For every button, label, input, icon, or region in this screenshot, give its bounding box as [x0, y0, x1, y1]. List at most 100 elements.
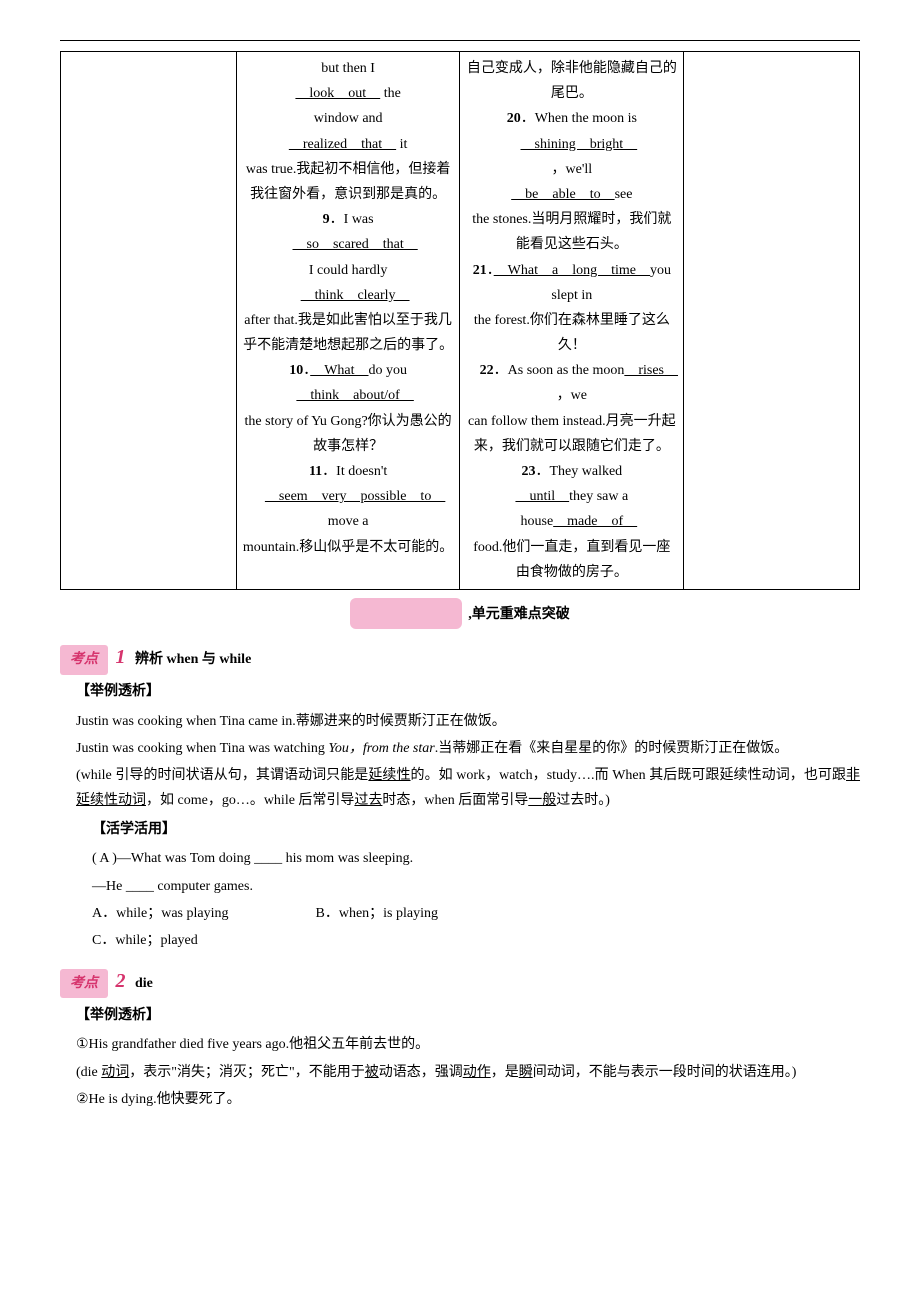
text: 过去时。): [556, 793, 610, 808]
question-text: —He ____ computer games.: [92, 874, 860, 899]
kaodian-1-header: 考点 1 辨析 when 与 while: [60, 639, 860, 675]
text: they saw a: [569, 489, 628, 504]
text: move a: [328, 514, 369, 529]
blank: until: [515, 489, 569, 504]
page-root: but then I look out the window and reali…: [0, 0, 920, 1154]
text: mountain.移山似乎是不太可能的。: [243, 540, 453, 555]
option-row: A．while；was playing B．when；is playing: [92, 901, 860, 926]
text: 时态，when 后面常引导: [382, 793, 528, 808]
text: Justin was cooking when Tina was watchin…: [76, 741, 328, 756]
section-heading: 【举例透析】: [76, 679, 860, 704]
kaodian-2-header: 考点 2 die: [60, 963, 860, 999]
text: do you: [369, 363, 408, 378]
underline: 动作: [463, 1065, 491, 1080]
blank: look out: [295, 86, 380, 101]
underline: 一般: [528, 793, 556, 808]
text: ．I was: [330, 212, 374, 227]
item-number: 23: [521, 464, 535, 479]
banner-label: ,单元重难点突破: [468, 602, 570, 627]
top-divider: [60, 40, 860, 41]
text: the story of Yu Gong?你认为愚公的故事怎样？: [245, 414, 452, 454]
cell-col1: [61, 52, 237, 590]
question-text: ( A )—What was Tom doing ____ his mom wa…: [92, 846, 860, 871]
text: the forest.你们在森林里睡了这么久！: [474, 313, 670, 353]
italic-text: You，from the star: [328, 741, 434, 756]
item-number: 20: [507, 111, 521, 126]
item-number: 21: [473, 263, 487, 278]
kaodian-title: die: [135, 976, 153, 991]
item-number: 9: [323, 212, 330, 227]
text: food.他们一直走，直到看见一座由食物做的房子。: [473, 540, 670, 580]
item-number: 22: [480, 363, 494, 378]
text: I could hardly: [309, 263, 388, 278]
underline: 瞬: [519, 1065, 533, 1080]
kaodian-title: 辨析 when 与 while: [135, 652, 251, 667]
kaodian-badge: 考点: [60, 645, 108, 674]
text: .当蒂娜正在看《来自星星的你》的时候贾斯汀正在做饭。: [435, 741, 789, 756]
text: 动语态，强调: [379, 1065, 463, 1080]
kaodian-badge: 考点: [60, 969, 108, 998]
text: it: [400, 137, 408, 152]
text: after that.我是如此害怕以至于我几乎不能清楚地想起那之后的事了。: [243, 313, 453, 353]
text: 的。如 work，watch，study….而 When 其后既可跟延续性动词，…: [411, 768, 846, 783]
text: was true.我起初不相信他，但接着我往窗外看，意识到那是真的。: [246, 162, 451, 202]
text: ，we'll: [552, 162, 593, 177]
content-table: but then I look out the window and reali…: [60, 51, 860, 590]
underline: 过去: [354, 793, 382, 808]
blank: think clearly: [301, 288, 410, 303]
cell-col2: but then I look out the window and reali…: [236, 52, 460, 590]
explanation-text: (die 动词，表示"消失；消灭；死亡"，不能用于被动语态，强调动作，是瞬间动词…: [76, 1060, 860, 1085]
blank: What: [310, 363, 368, 378]
blank: realized that: [289, 137, 396, 152]
text: (while 引导的时间状语从句，其谓语动词只能是: [76, 768, 368, 783]
item-number: 11: [309, 464, 322, 479]
cell-col3: 自己变成人，除非他能隐藏自己的尾巴。 20．When the moon is s…: [460, 52, 684, 590]
text: ．They walked: [535, 464, 622, 479]
example-text: Justin was cooking when Tina came in.蒂娜进…: [76, 709, 860, 734]
option-c: C．while；played: [92, 928, 860, 953]
section-heading: 【活学活用】: [92, 817, 860, 842]
section-heading: 【举例透析】: [76, 1003, 860, 1028]
example-text: ②He is dying.他快要死了。: [76, 1087, 860, 1112]
blank: seem very possible to: [265, 489, 445, 504]
blank: What a long time: [494, 263, 650, 278]
blank: so scared that: [293, 237, 418, 252]
text: ，如 come，go…。while 后常引导: [146, 793, 354, 808]
item-number: 10: [289, 363, 303, 378]
kaodian-number: 2: [116, 963, 126, 999]
text: 自己变成人，除非他能隐藏自己的尾巴。: [467, 61, 677, 101]
explanation-text: (while 引导的时间状语从句，其谓语动词只能是延续性的。如 work，wat…: [76, 763, 860, 813]
banner-pill: [350, 598, 462, 629]
underline: 动词: [101, 1065, 129, 1080]
banner-row: ,单元重难点突破: [60, 598, 860, 629]
text: see: [615, 187, 633, 202]
blank: rises: [624, 363, 678, 378]
blank: be able to: [511, 187, 614, 202]
text: house: [521, 514, 554, 529]
cell-col4: [684, 52, 860, 590]
kaodian-number: 1: [116, 639, 126, 675]
text: ．: [487, 263, 494, 278]
text: can follow them instead.月亮一升起来，我们就可以跟随它们…: [468, 414, 676, 454]
text: (die: [76, 1065, 101, 1080]
text: but then I: [321, 61, 375, 76]
example-text: Justin was cooking when Tina was watchin…: [76, 736, 860, 761]
example-text: ①His grandfather died five years ago.他祖父…: [76, 1032, 860, 1057]
text: ．It doesn't: [322, 464, 387, 479]
blank: shining bright: [521, 137, 638, 152]
text: window and: [314, 111, 383, 126]
text: the: [384, 86, 401, 101]
text: the stones.当明月照耀时，我们就能看见这些石头。: [472, 212, 671, 252]
text: ．When the moon is: [521, 111, 637, 126]
option-a: A．while；was playing: [92, 901, 312, 926]
text: 间动词，不能与表示一段时间的状语连用。): [533, 1065, 797, 1080]
option-b: B．when；is playing: [316, 906, 439, 921]
blank: made of: [553, 514, 637, 529]
text: ．As soon as the moon: [494, 363, 625, 378]
blank: think about/of: [296, 388, 413, 403]
text: ，we: [557, 388, 587, 403]
underline: 延续性: [368, 768, 410, 783]
text: ，表示"消失；消灭；死亡"，不能用于: [129, 1065, 364, 1080]
table-row: but then I look out the window and reali…: [61, 52, 860, 590]
text: ，是: [491, 1065, 519, 1080]
